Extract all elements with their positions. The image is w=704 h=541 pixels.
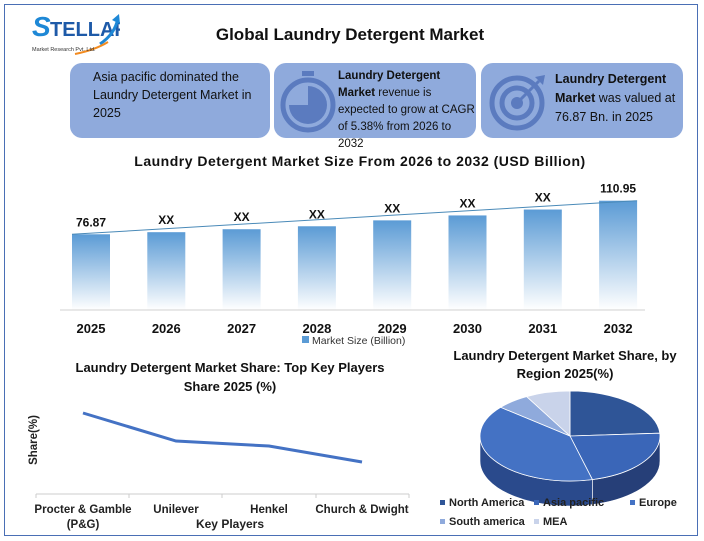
legend-swatch-0 — [440, 500, 445, 505]
svg-text:S: S — [32, 11, 51, 42]
line-chart: Procter & Gamble (P&G) Unilever Henkel Churc… — [28, 411, 410, 531]
stellar-logo: S TELLAR Market Research Pvt. Ltd. — [30, 6, 129, 56]
card-value: Laundry Detergent Market was valued at 7… — [481, 63, 683, 138]
page-title: Global Laundry Detergent Market — [215, 25, 485, 44]
data-label-2025: 76.87 — [76, 215, 106, 229]
x-tick-2028: 2028 — [302, 321, 331, 336]
bar-2027 — [222, 229, 261, 310]
data-label-2032: 110.95 — [600, 182, 636, 196]
pie-chart: North America Asia pacific Europe South ame… — [440, 390, 677, 528]
data-label-2029: XX — [384, 201, 400, 215]
x-tick-label: Henkel — [250, 504, 288, 516]
pie-slice-Europe — [479, 406, 593, 482]
pie-slice-Asia pacific — [569, 432, 661, 481]
legend-swatch-1 — [534, 500, 539, 505]
legend-swatch-4 — [534, 519, 539, 524]
x-tick-label: Unilever — [153, 504, 199, 516]
card-bold: Laundry Detergent Market — [555, 72, 667, 105]
bar-2028 — [297, 226, 336, 310]
x-tick-2026: 2026 — [152, 321, 181, 336]
x-tick-label: Church & Dwight — [315, 504, 408, 516]
trendline — [71, 200, 638, 235]
x-tick-2027: 2027 — [227, 321, 256, 336]
svg-text:Market Research Pvt. Ltd.: Market Research Pvt. Ltd. — [32, 47, 96, 53]
pie-slice-MEA — [525, 390, 571, 437]
data-label-2027: XX — [234, 210, 250, 224]
x-tick-2031: 2031 — [528, 321, 557, 336]
pie-slice-North America — [569, 390, 661, 437]
line-chart-title: Laundry Detergent Market Share: Top Key … — [75, 360, 385, 394]
infographic-frame — [4, 4, 698, 536]
x-tick-2030: 2030 — [453, 321, 482, 336]
x-axis-label: Key Players — [196, 517, 264, 531]
x-tick-2025: 2025 — [77, 321, 106, 336]
bar-chart: 76.87 2025 XX 2026 XX 2027 XX 2028 XX 2029 XX 2030 X… — [60, 182, 645, 347]
card-text: Asia pacific dominated the Laundry Deter… — [93, 70, 252, 120]
bar-2029 — [373, 220, 412, 310]
legend-label: Market Size (Billion) — [312, 335, 405, 347]
x-tick-label: Procter & Gamble (P&G) — [34, 504, 131, 531]
legend-swatch — [302, 336, 309, 343]
x-tick-2032: 2032 — [604, 321, 633, 336]
x-tick-2029: 2029 — [378, 321, 407, 336]
pie-chart-title: Laundry Detergent Market Share, by Regio… — [453, 348, 677, 381]
stopwatch-icon — [280, 71, 336, 133]
data-label-2030: XX — [459, 196, 475, 210]
card-cagr: Laundry Detergent Market revenue is expe… — [274, 63, 476, 150]
legend-label: South america — [449, 516, 526, 528]
legend-swatch-2 — [630, 500, 635, 505]
bar-2032 — [599, 200, 638, 310]
legend-swatch-3 — [440, 519, 445, 524]
bar-2025 — [72, 234, 110, 310]
card-asia-pacific: Asia pacific dominated the Laundry Deter… — [70, 63, 270, 138]
y-axis-label: Share(%) — [28, 415, 40, 465]
legend-label: Asia pacific — [543, 497, 604, 509]
card-bold: Laundry Detergent Market — [338, 70, 441, 99]
legend-label: Europe — [639, 497, 677, 509]
data-label-2028: XX — [309, 207, 325, 221]
bar-chart-title: Laundry Detergent Market Size From 2026 … — [134, 153, 586, 169]
card-text: revenue is expected to grow at CAGR of 5… — [338, 87, 475, 150]
data-label-2026: XX — [158, 213, 174, 227]
bar-2030 — [448, 215, 487, 310]
legend-label: North America — [449, 497, 525, 509]
bar-2031 — [523, 209, 562, 310]
bar-2026 — [147, 232, 186, 310]
legend-label: MEA — [543, 516, 568, 528]
target-icon — [489, 75, 545, 131]
share-line — [82, 411, 363, 464]
data-label-2031: XX — [535, 191, 551, 205]
card-text: was valued at 76.87 Bn. in 2025 — [555, 91, 676, 124]
